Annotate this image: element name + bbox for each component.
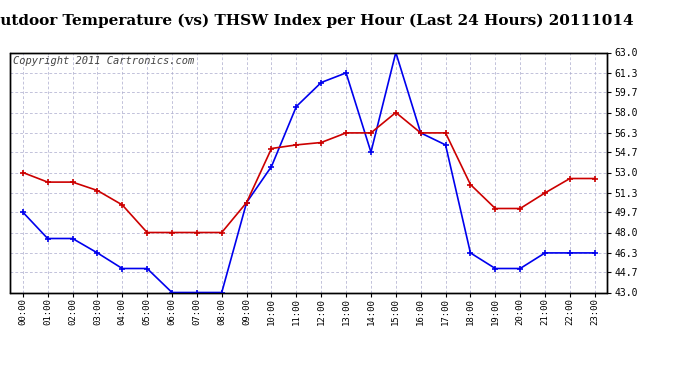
Text: Copyright 2011 Cartronics.com: Copyright 2011 Cartronics.com — [13, 56, 195, 66]
Text: Outdoor Temperature (vs) THSW Index per Hour (Last 24 Hours) 20111014: Outdoor Temperature (vs) THSW Index per … — [0, 13, 634, 27]
